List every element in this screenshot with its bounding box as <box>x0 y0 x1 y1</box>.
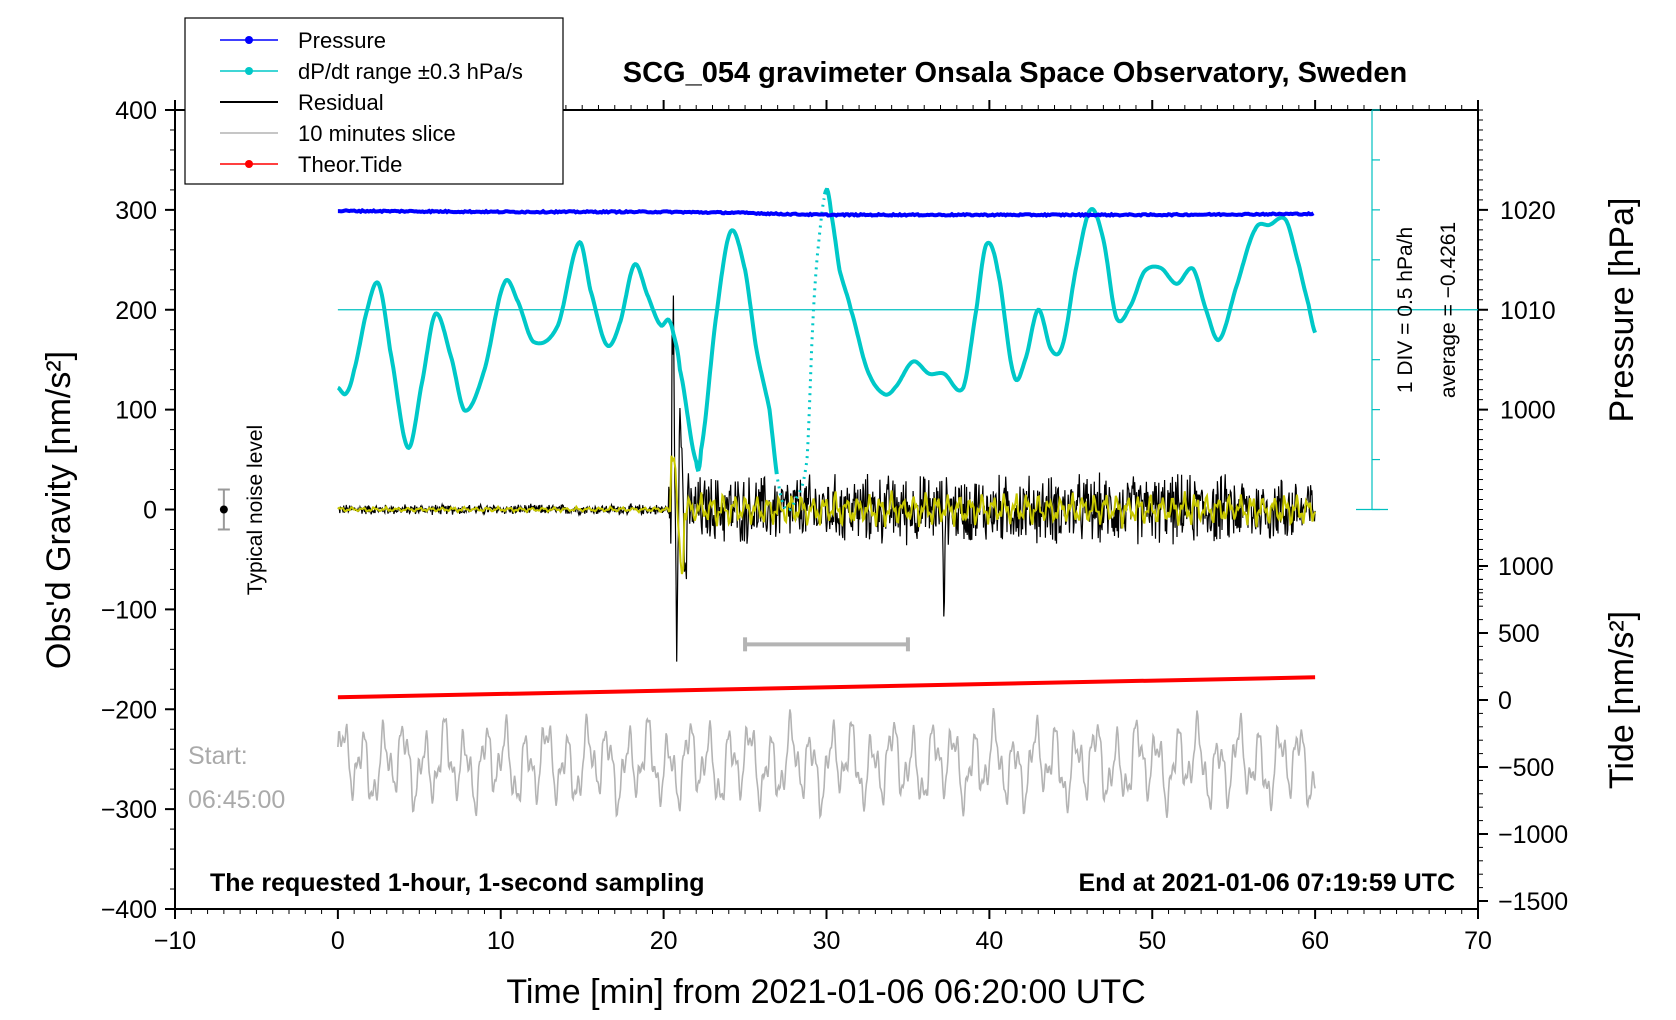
x-tick-label: 0 <box>331 927 345 955</box>
pressure-tick-label: 1000 <box>1500 397 1556 425</box>
legend-marker <box>245 36 253 44</box>
x-tick-label: 50 <box>1138 927 1166 955</box>
sampling-note: The requested 1-hour, 1-second sampling <box>210 869 705 897</box>
tide-tick-label: 500 <box>1498 620 1540 648</box>
dpdt-series-dotted <box>776 198 826 512</box>
y-tick-label: 200 <box>115 297 157 325</box>
x-tick-label: 70 <box>1464 927 1492 955</box>
y-tick-label: −100 <box>101 596 157 624</box>
dpdt-scale-label: 1 DIV = 0.5 hPa/h <box>1394 227 1417 393</box>
x-tick-label: 20 <box>650 927 678 955</box>
x-tick-label: −10 <box>154 927 196 955</box>
legend-label: dP/dt range ±0.3 hPa/s <box>298 59 523 84</box>
dpdt-series-line <box>337 228 779 475</box>
tide-tick-label: 0 <box>1498 687 1512 715</box>
y-tick-label: −400 <box>101 896 157 924</box>
y-axis-title: Obs'd Gravity [nm/s²] <box>40 351 78 669</box>
slice-series-line <box>337 707 1316 820</box>
x-tick-label: 30 <box>813 927 841 955</box>
grid-layer <box>337 109 1478 511</box>
legend: Pressure dP/dt range ±0.3 hPa/s Residual 10… <box>184 17 564 185</box>
tide-tick-label: −1000 <box>1498 821 1568 849</box>
legend-marker <box>245 160 253 168</box>
legend-label: 10 minutes slice <box>298 121 456 146</box>
series-layer <box>217 187 1317 820</box>
x-tick-label: 60 <box>1301 927 1329 955</box>
y-tick-label: 300 <box>115 197 157 225</box>
y-tick-label: 400 <box>115 97 157 125</box>
tide-series-line <box>337 675 1316 700</box>
legend-label: Pressure <box>298 28 386 53</box>
tide-tick-label: −1500 <box>1498 888 1568 916</box>
y-tick-label: −300 <box>101 796 157 824</box>
noise-level-label: Typical noise level <box>244 425 267 595</box>
x-axis-title: Time [min] from 2021-01-06 06:20:00 UTC <box>506 973 1145 1011</box>
tide-tick-label: −500 <box>1498 754 1554 782</box>
legend-label: Theor.Tide <box>298 152 402 177</box>
legend-marker <box>245 67 253 75</box>
start-time-label: 06:45:00 <box>188 786 285 814</box>
chart-title: SCG_054 gravimeter Onsala Space Observat… <box>623 57 1407 89</box>
axis-layer: −10 0 10 20 30 40 50 60 70−400−300−200−100010020… <box>101 97 1569 955</box>
legend-label: Residual <box>298 90 384 115</box>
pressure-tick-label: 1010 <box>1500 297 1556 325</box>
start-label: Start: <box>188 742 248 770</box>
pressure-tick-label: 1020 <box>1500 197 1556 225</box>
noise-point <box>219 505 228 514</box>
tide-tick-label: 1000 <box>1498 553 1554 581</box>
tide-axis-title: Tide [nm/s²] <box>1603 611 1641 789</box>
pressure-series-line <box>337 208 1315 219</box>
dpdt-average-label: average = −0.4261 <box>1437 222 1460 398</box>
filtered-residual-series-line <box>337 455 1317 575</box>
y-tick-label: −200 <box>101 696 157 724</box>
y-tick-label: 0 <box>143 497 157 525</box>
end-time-note: End at 2021-01-06 07:19:59 UTC <box>1078 869 1455 897</box>
y-tick-label: 100 <box>115 397 157 425</box>
x-tick-label: 10 <box>487 927 515 955</box>
x-tick-label: 40 <box>975 927 1003 955</box>
dpdt-series-line-continued <box>822 187 1317 397</box>
pressure-axis-title: Pressure [hPa] <box>1603 198 1641 423</box>
